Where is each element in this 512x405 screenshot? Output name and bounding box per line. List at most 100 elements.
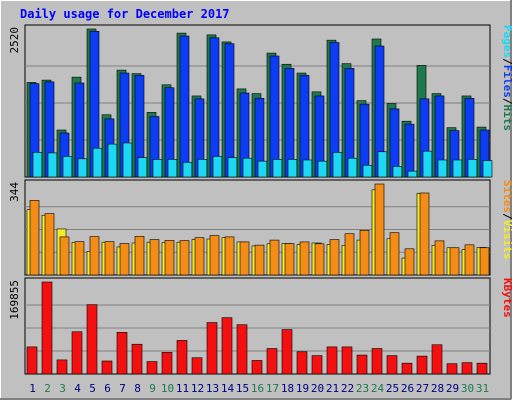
bar-kbytes-day-18 <box>281 329 293 375</box>
bar-kbytes-day-19 <box>296 351 308 375</box>
bar-kbytes-day-14 <box>221 317 233 375</box>
legend-separator: / <box>501 213 512 220</box>
bar-kbytes-day-17 <box>266 348 278 375</box>
x-tick-label: 1 <box>29 382 36 395</box>
x-tick-label: 3 <box>59 382 66 395</box>
bar-sites-day-25 <box>389 232 400 276</box>
bar-pages-day-30 <box>467 159 478 178</box>
bar-kbytes-day-27 <box>416 355 428 375</box>
bar-kbytes-day-22 <box>341 346 353 375</box>
legend-entry-pages: Pages <box>501 25 512 58</box>
bar-kbytes-day-28 <box>431 344 443 375</box>
bar-pages-day-13 <box>212 156 223 178</box>
bar-kbytes-day-26 <box>401 362 413 375</box>
panel-max-label: 2520 <box>8 27 21 54</box>
bar-sites-day-26 <box>404 248 415 276</box>
bar-pages-day-7 <box>122 142 133 178</box>
bar-pages-day-12 <box>197 159 208 178</box>
bar-kbytes-day-25 <box>386 355 398 375</box>
bar-sites-day-23 <box>359 229 370 276</box>
bar-sites-day-29 <box>449 247 460 276</box>
bar-pages-day-11 <box>182 162 193 178</box>
legend-entry-visits: Visits <box>501 220 512 260</box>
panel-middle: 344 Sites/Visits <box>8 179 512 276</box>
bar-kbytes-day-10 <box>161 352 173 375</box>
x-tick-label: 24 <box>371 382 385 395</box>
bar-pages-day-2 <box>47 152 58 178</box>
bar-kbytes-day-12 <box>191 357 203 375</box>
legend-bottom: KBytes <box>501 278 512 318</box>
x-tick-label: 23 <box>356 382 369 395</box>
bar-sites-day-3 <box>59 236 70 276</box>
x-tick-label: 13 <box>206 382 219 395</box>
x-axis-labels: 1 2 3 4 5 6 7 8 9 10 11 12 13 14 15 16 17 18 19 20 21 22 23 24 2… <box>29 382 489 395</box>
bar-sites-day-14 <box>224 236 235 276</box>
bar-sites-day-11 <box>179 240 190 276</box>
x-tick-label: 9 <box>149 382 156 395</box>
bar-sites-day-15 <box>239 241 250 276</box>
bar-sites-day-5 <box>89 236 100 276</box>
x-tick-label: 31 <box>476 382 489 395</box>
x-tick-label: 18 <box>281 382 294 395</box>
bar-sites-day-13 <box>209 235 220 276</box>
bar-sites-day-27 <box>419 192 430 276</box>
bar-pages-day-19 <box>302 159 313 178</box>
bar-pages-day-24 <box>377 151 388 178</box>
bar-kbytes-day-29 <box>446 363 458 375</box>
bar-sites-day-22 <box>344 233 355 276</box>
bar-pages-day-8 <box>137 157 148 178</box>
panel-max-label: 169855 <box>8 280 21 320</box>
bar-sites-day-20 <box>314 243 325 276</box>
x-tick-label: 5 <box>89 382 96 395</box>
bar-kbytes-day-5 <box>86 304 98 375</box>
bar-sites-day-24 <box>374 183 385 276</box>
x-tick-label: 11 <box>176 382 189 395</box>
x-tick-label: 19 <box>296 382 309 395</box>
bar-sites-day-2 <box>44 213 55 276</box>
bar-pages-day-21 <box>332 152 343 178</box>
bar-kbytes-day-7 <box>116 331 128 375</box>
x-tick-label: 15 <box>236 382 249 395</box>
bar-sites-day-17 <box>269 239 280 276</box>
bar-kbytes-day-30 <box>461 362 473 375</box>
legend-entry-hits: Hits <box>501 105 512 132</box>
x-tick-label: 16 <box>251 382 264 395</box>
bar-kbytes-day-24 <box>371 348 383 375</box>
bar-files-day-13 <box>209 37 220 178</box>
bar-pages-day-25 <box>392 166 403 178</box>
bar-sites-day-18 <box>284 243 295 276</box>
x-tick-label: 25 <box>386 382 399 395</box>
bar-pages-day-31 <box>482 160 493 178</box>
bar-pages-day-5 <box>92 147 103 178</box>
bar-sites-day-19 <box>299 241 310 276</box>
bar-kbytes-day-13 <box>206 322 218 375</box>
legend-middle: Sites/Visits <box>501 180 512 260</box>
x-tick-label: 28 <box>431 382 444 395</box>
panel-bottom: 169855 KBytes <box>8 277 512 375</box>
x-tick-label: 4 <box>74 382 81 395</box>
bar-sites-day-1 <box>29 200 40 276</box>
bar-sites-day-30 <box>464 244 475 276</box>
x-tick-label: 29 <box>446 382 459 395</box>
bar-kbytes-day-15 <box>236 324 248 375</box>
bar-kbytes-day-9 <box>146 361 158 375</box>
bar-pages-day-17 <box>272 159 283 178</box>
legend-separator: / <box>501 58 512 65</box>
bar-kbytes-day-2 <box>41 281 53 375</box>
bar-sites-day-28 <box>434 240 445 276</box>
x-tick-label: 20 <box>311 382 324 395</box>
bar-pages-day-9 <box>152 159 163 178</box>
x-tick-label: 6 <box>104 382 111 395</box>
x-tick-label: 10 <box>161 382 174 395</box>
chart-title: Daily usage for December 2017 <box>20 7 230 21</box>
bar-pages-day-18 <box>287 159 298 178</box>
bar-kbytes-day-6 <box>101 360 113 375</box>
legend-separator: / <box>501 98 512 105</box>
bar-pages-day-3 <box>62 156 73 178</box>
bar-kbytes-day-11 <box>176 340 188 375</box>
x-tick-label: 22 <box>341 382 354 395</box>
bar-sites-day-21 <box>329 239 340 276</box>
bar-files-day-11 <box>179 35 190 178</box>
bar-files-day-14 <box>224 43 235 178</box>
